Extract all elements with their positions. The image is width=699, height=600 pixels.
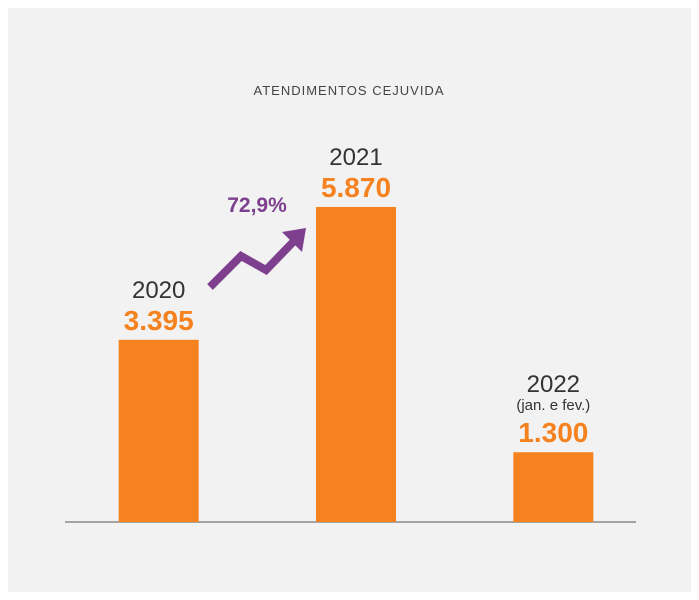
category-label: 2022 <box>527 371 580 398</box>
growth-label: 72,9% <box>227 194 287 217</box>
category-note: (jan. e fev.) <box>516 397 590 414</box>
category-label: 2020 <box>132 277 185 304</box>
bar <box>316 206 396 522</box>
bar <box>513 452 594 522</box>
bar <box>118 339 199 522</box>
value-label: 1.300 <box>518 417 588 448</box>
growth-arrow <box>207 228 306 290</box>
chart-title: ATENDIMENTOS CEJUVIDA <box>254 83 445 98</box>
value-label: 3.395 <box>124 305 194 336</box>
category-label: 2021 <box>329 144 382 171</box>
value-label: 5.870 <box>321 172 391 203</box>
